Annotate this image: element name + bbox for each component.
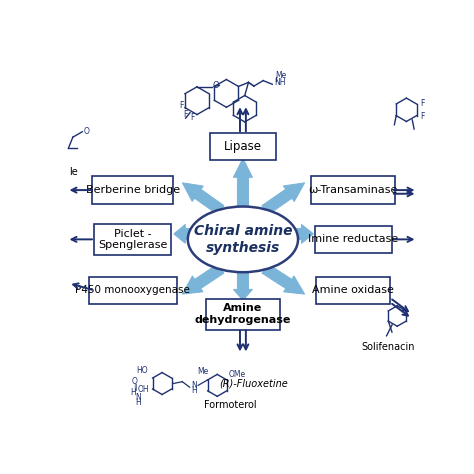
Ellipse shape: [188, 207, 298, 272]
FancyBboxPatch shape: [311, 176, 395, 204]
Text: Amine
dehydrogenase: Amine dehydrogenase: [195, 303, 291, 325]
Text: (R)-Fluoxetine: (R)-Fluoxetine: [219, 379, 288, 389]
Text: OMe: OMe: [228, 370, 246, 379]
Text: F: F: [180, 100, 184, 109]
Text: Me: Me: [197, 367, 208, 376]
Text: O: O: [212, 81, 219, 90]
Text: Chiral amine
synthesis: Chiral amine synthesis: [194, 224, 292, 255]
Text: Piclet -
Spenglerase: Piclet - Spenglerase: [98, 228, 167, 250]
Text: NH: NH: [274, 78, 286, 87]
FancyArrow shape: [262, 183, 305, 215]
FancyArrow shape: [182, 264, 224, 294]
Text: H: H: [136, 399, 141, 408]
Text: N: N: [191, 381, 197, 390]
FancyArrow shape: [174, 224, 202, 243]
FancyArrow shape: [283, 224, 313, 243]
Text: ‖: ‖: [133, 384, 137, 391]
FancyBboxPatch shape: [206, 299, 280, 330]
Text: F: F: [420, 112, 425, 121]
Text: H: H: [130, 388, 136, 397]
Text: ω-Transaminase: ω-Transaminase: [309, 185, 398, 195]
Text: Formoterol: Formoterol: [204, 400, 256, 410]
Text: H: H: [191, 386, 197, 395]
FancyBboxPatch shape: [315, 226, 392, 253]
Text: Lipase: Lipase: [224, 140, 262, 153]
FancyArrow shape: [262, 264, 305, 294]
FancyArrow shape: [233, 273, 253, 301]
Text: Solifenacin: Solifenacin: [361, 342, 415, 352]
Text: F: F: [191, 113, 195, 122]
FancyBboxPatch shape: [89, 277, 177, 304]
Text: P450 monooxygenase: P450 monooxygenase: [75, 285, 190, 295]
Text: O: O: [83, 127, 89, 136]
Text: Imine reductase: Imine reductase: [308, 234, 398, 245]
Text: Me: Me: [275, 71, 286, 80]
FancyArrow shape: [233, 158, 253, 206]
Text: F: F: [420, 99, 425, 108]
Text: le: le: [70, 167, 78, 177]
FancyBboxPatch shape: [317, 277, 390, 304]
Text: Amine oxidase: Amine oxidase: [312, 285, 394, 295]
FancyBboxPatch shape: [94, 224, 171, 255]
Text: HO: HO: [136, 365, 148, 374]
Text: OH: OH: [137, 385, 149, 394]
Text: F: F: [183, 110, 188, 119]
FancyBboxPatch shape: [92, 176, 173, 204]
FancyBboxPatch shape: [210, 133, 276, 160]
Text: Berberine bridge: Berberine bridge: [86, 185, 180, 195]
Text: N: N: [136, 393, 141, 402]
Text: O: O: [132, 376, 137, 385]
FancyArrow shape: [182, 183, 224, 215]
